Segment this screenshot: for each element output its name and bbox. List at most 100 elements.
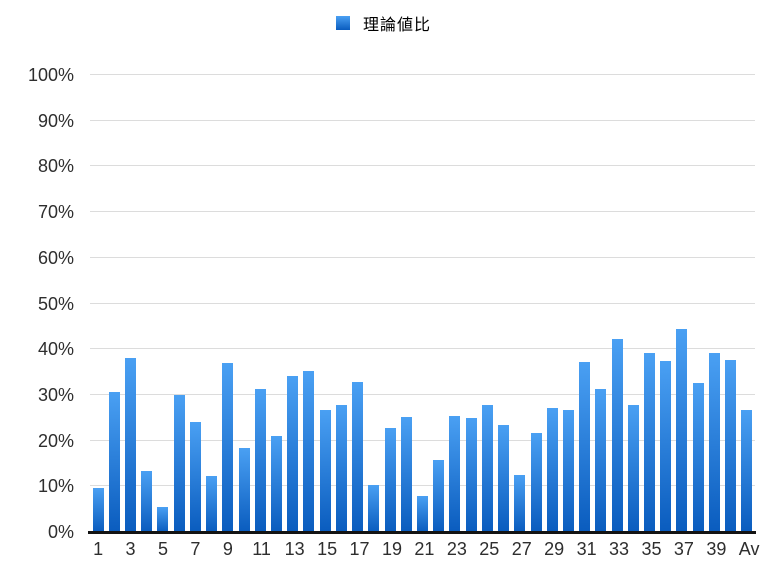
bar-38 — [692, 382, 704, 532]
y-tick-label-90: 90% — [37, 110, 74, 131]
x-tick-slot-empty — [236, 539, 252, 561]
bar-series — [90, 75, 755, 532]
bar-19 — [384, 427, 396, 532]
x-tick-slot-empty — [268, 539, 284, 561]
bar-33 — [611, 339, 623, 532]
x-tick-label-19: 19 — [381, 539, 402, 559]
y-tick-label-20: 20% — [37, 430, 74, 451]
x-tick-label-5: 5 — [157, 539, 168, 559]
bar-10 — [238, 447, 250, 532]
x-tick-label-25: 25 — [479, 539, 500, 559]
bar-40 — [725, 360, 737, 532]
x-tick-slot-empty — [139, 539, 155, 561]
bar-2 — [108, 392, 120, 532]
bar-34 — [627, 405, 639, 532]
x-tick-label-9: 9 — [222, 539, 233, 559]
x-tick-label-33: 33 — [609, 539, 630, 559]
bar-25 — [481, 405, 493, 532]
y-tick-label-70: 70% — [37, 202, 74, 223]
x-tick-slot-empty — [723, 539, 739, 561]
legend-swatch — [335, 16, 350, 30]
x-tick-label-13: 13 — [284, 539, 305, 559]
x-tick-slot-empty — [398, 539, 414, 561]
bar-16 — [335, 405, 347, 532]
bar-11 — [254, 389, 266, 532]
bar-14 — [303, 370, 315, 532]
y-axis-labels: 0% 10% 20% 30% 40% 50% 60% 70% 80% 90% 100% — [0, 0, 74, 569]
x-tick-slot-empty — [431, 539, 447, 561]
y-tick-label-60: 60% — [37, 247, 74, 268]
x-tick-label-1: 1 — [93, 539, 104, 559]
bar-1 — [92, 487, 104, 532]
y-tick-label-80: 80% — [37, 156, 74, 177]
x-tick-slot-empty — [528, 539, 544, 561]
bar-20 — [400, 416, 412, 532]
x-tick-label-7: 7 — [190, 539, 201, 559]
x-tick-label-15: 15 — [317, 539, 338, 559]
legend-label: 理論値比 — [362, 17, 431, 34]
x-tick-label-35: 35 — [641, 539, 662, 559]
x-tick-label-21: 21 — [414, 539, 435, 559]
gridline-30 — [90, 393, 755, 395]
gridline-100 — [90, 74, 755, 75]
bar-17 — [352, 382, 364, 532]
bar-26 — [498, 425, 510, 532]
y-tick-label-0: 0% — [47, 522, 74, 542]
x-tick-label-31: 31 — [576, 539, 597, 559]
gridline-50 — [90, 302, 755, 304]
x-tick-slot-empty — [106, 539, 122, 561]
bar-37 — [676, 329, 688, 532]
legend: 理論値比 — [0, 11, 767, 35]
bar-21 — [416, 495, 428, 532]
x-tick-label-23: 23 — [446, 539, 467, 559]
bar-31 — [579, 362, 591, 532]
bar-9 — [222, 362, 234, 532]
x-tick-label-3: 3 — [125, 539, 136, 559]
x-tick-label-39: 39 — [706, 539, 727, 559]
gridline-60 — [90, 256, 755, 258]
bar-15 — [319, 410, 331, 532]
bar-8 — [206, 475, 218, 532]
bar-35 — [644, 353, 656, 532]
bar-7 — [189, 421, 201, 532]
bar-32 — [595, 388, 607, 532]
x-tick-slot-empty — [560, 539, 576, 561]
x-tick-slot-empty — [625, 539, 641, 561]
bar-18 — [368, 484, 380, 532]
bar-6 — [173, 394, 185, 532]
x-axis-labels: 1 3 5 7 9 11 13 15 17 19 21 23 25 27 29 31 33 35 37 39 Av — [90, 539, 759, 561]
x-tick-slot-empty — [463, 539, 479, 561]
y-tick-label-30: 30% — [37, 384, 74, 405]
x-tick-slot-empty — [171, 539, 187, 561]
gridline-10 — [90, 485, 755, 487]
x-tick-label-11: 11 — [252, 539, 271, 559]
x-axis-line — [88, 531, 756, 534]
x-tick-slot-empty — [366, 539, 382, 561]
x-tick-slot-empty — [301, 539, 317, 561]
x-tick-label-37: 37 — [673, 539, 694, 559]
x-tick-slot-empty — [690, 539, 706, 561]
y-tick-label-40: 40% — [37, 339, 74, 360]
bar-12 — [271, 436, 283, 532]
y-tick-label-10: 10% — [37, 476, 74, 497]
x-tick-label-17: 17 — [349, 539, 370, 559]
bar-36 — [660, 360, 672, 532]
bar-24 — [465, 417, 477, 532]
y-tick-label-100: 100% — [27, 65, 74, 85]
bar-23 — [449, 416, 461, 532]
bar-39 — [708, 352, 720, 532]
gridline-20 — [90, 439, 755, 441]
bar-22 — [433, 460, 445, 532]
bar-30 — [562, 410, 574, 532]
bar-4 — [141, 470, 153, 532]
x-tick-slot-empty — [495, 539, 511, 561]
bar-13 — [287, 376, 299, 532]
bar-3 — [125, 358, 137, 532]
bar-28 — [530, 432, 542, 532]
bar-Av — [741, 409, 753, 532]
y-tick-label-50: 50% — [37, 293, 74, 314]
x-tick-slot-empty — [204, 539, 220, 561]
gridline-40 — [90, 348, 755, 350]
x-tick-label-27: 27 — [511, 539, 532, 559]
